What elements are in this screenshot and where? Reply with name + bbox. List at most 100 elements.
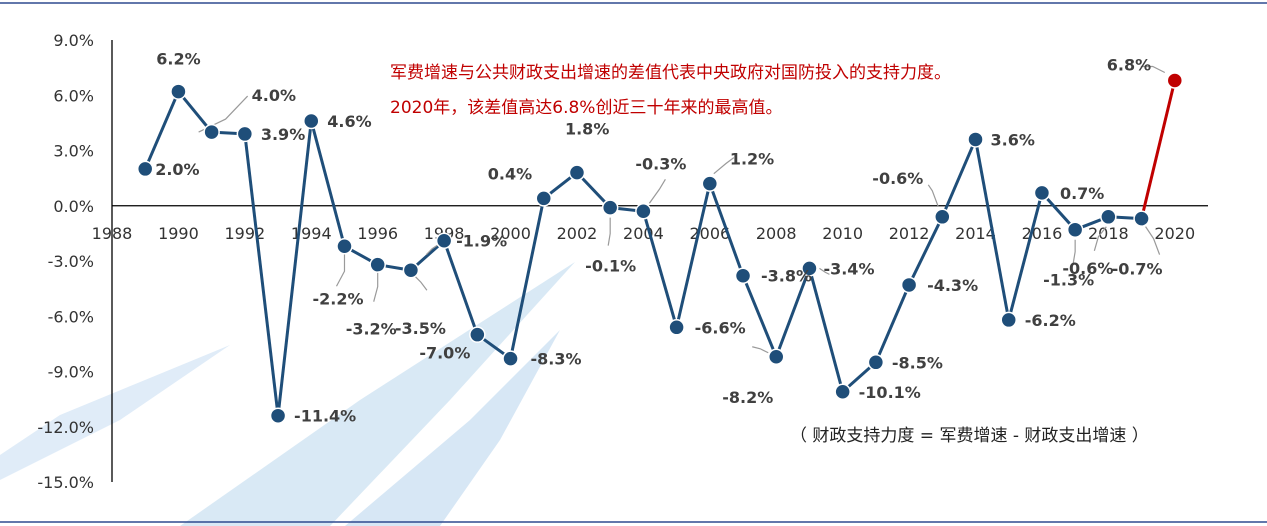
x-tick-label: 1992	[224, 224, 265, 243]
line-segment	[974, 139, 1011, 321]
x-tick-label: 1990	[158, 224, 199, 243]
y-tick-label: -15.0%	[37, 473, 94, 492]
line-segment	[808, 267, 845, 393]
data-point	[801, 260, 818, 277]
leader-line	[1093, 226, 1107, 251]
y-tick-label: 3.0%	[53, 142, 94, 161]
line-segment	[243, 133, 280, 416]
data-point	[369, 256, 386, 273]
data-label: -3.2%	[346, 320, 397, 339]
data-label: 0.7%	[1060, 184, 1104, 203]
data-point	[336, 238, 353, 255]
line-segment	[1040, 191, 1077, 231]
line-segment	[1007, 192, 1044, 321]
data-label: -1.9%	[456, 232, 507, 251]
line-segment	[509, 198, 546, 359]
data-point	[900, 276, 918, 294]
data-label: -8.2%	[722, 388, 773, 407]
data-label: -3.4%	[823, 259, 874, 278]
data-point	[867, 354, 885, 371]
data-point	[1033, 184, 1051, 202]
x-tick-label: 2000	[490, 224, 531, 243]
leader-line	[648, 178, 666, 204]
data-label-leaders	[198, 65, 1166, 354]
line-segment	[708, 183, 745, 277]
line-segment	[641, 210, 679, 328]
y-tick-label: -12.0%	[37, 418, 94, 437]
data-label: -0.6%	[872, 169, 923, 188]
data-point	[136, 160, 154, 178]
data-label: -3.8%	[761, 267, 812, 286]
y-tick-label: -3.0%	[48, 252, 94, 271]
data-label: 2.0%	[155, 160, 199, 179]
line-segment	[143, 90, 180, 170]
data-point	[435, 232, 453, 249]
data-label: 6.2%	[156, 50, 200, 69]
leader-line	[752, 346, 769, 354]
x-tick-label: 1994	[291, 224, 332, 243]
data-label: 3.9%	[261, 125, 305, 144]
data-point	[269, 407, 287, 424]
data-label: -0.7%	[1112, 260, 1163, 279]
x-tick-label: 2018	[1088, 224, 1129, 243]
data-label: -0.6%	[1062, 259, 1113, 278]
leader-line	[335, 254, 346, 287]
line-segment	[741, 275, 778, 358]
data-label: -1.3%	[1043, 271, 1094, 290]
data-label: -3.5%	[395, 319, 446, 338]
data-label: -7.0%	[419, 344, 470, 363]
data-label: 3.6%	[991, 130, 1035, 149]
x-tick-label: 2020	[1154, 224, 1195, 243]
data-label: -6.2%	[1025, 311, 1076, 330]
line-segment	[675, 183, 712, 328]
x-tick-label: 2008	[756, 224, 797, 243]
data-label: -11.4%	[294, 407, 356, 426]
data-point	[402, 261, 420, 279]
data-point	[734, 267, 752, 284]
leader-line	[1072, 239, 1076, 264]
line-segment	[774, 267, 811, 358]
data-points	[136, 72, 1184, 424]
data-label: -2.2%	[312, 289, 363, 308]
x-tick-label: 2004	[623, 224, 664, 243]
leader-line	[927, 184, 939, 208]
line-segment	[940, 138, 977, 218]
data-point	[568, 164, 586, 181]
leader-line	[713, 157, 735, 175]
y-tick-label: -6.0%	[48, 307, 94, 326]
y-tick-label: 6.0%	[53, 86, 94, 105]
leader-line	[1140, 65, 1166, 74]
line-segment	[309, 120, 346, 247]
data-label: -8.5%	[892, 353, 943, 372]
data-point	[1000, 311, 1017, 329]
line-segment	[276, 120, 313, 416]
data-label: -0.3%	[635, 154, 686, 173]
data-label: -6.6%	[695, 318, 746, 337]
data-label: -8.3%	[531, 350, 582, 369]
data-point	[1100, 208, 1117, 226]
leader-line	[414, 275, 428, 291]
x-tick-label: 1996	[357, 224, 398, 243]
x-axis-tick-labels: 1988199019921994199619982000200220042006…	[92, 224, 1196, 243]
line-segment	[177, 90, 213, 134]
data-label: 4.6%	[327, 112, 371, 131]
annotation-line-2: 2020年，该差值高达6.8%创近三十年来的最高值。	[390, 98, 782, 118]
data-label: 4.0%	[252, 86, 296, 105]
data-point	[668, 319, 685, 336]
data-point	[236, 125, 254, 143]
data-point	[303, 112, 320, 130]
data-point	[502, 350, 519, 367]
formula-note: （ 财政支持力度 = 军费增速 - 财政支出增速 ）	[790, 426, 1149, 446]
y-tick-label: 9.0%	[53, 31, 94, 50]
x-tick-label: 1988	[92, 224, 133, 243]
data-point	[834, 383, 851, 401]
data-label: 0.4%	[488, 164, 532, 183]
data-point	[1166, 72, 1184, 89]
line-segment	[1140, 80, 1177, 219]
x-tick-label: 2012	[889, 224, 930, 243]
leader-line	[1145, 226, 1161, 255]
x-tick-label: 2014	[955, 224, 996, 243]
data-label: -10.1%	[859, 383, 921, 402]
